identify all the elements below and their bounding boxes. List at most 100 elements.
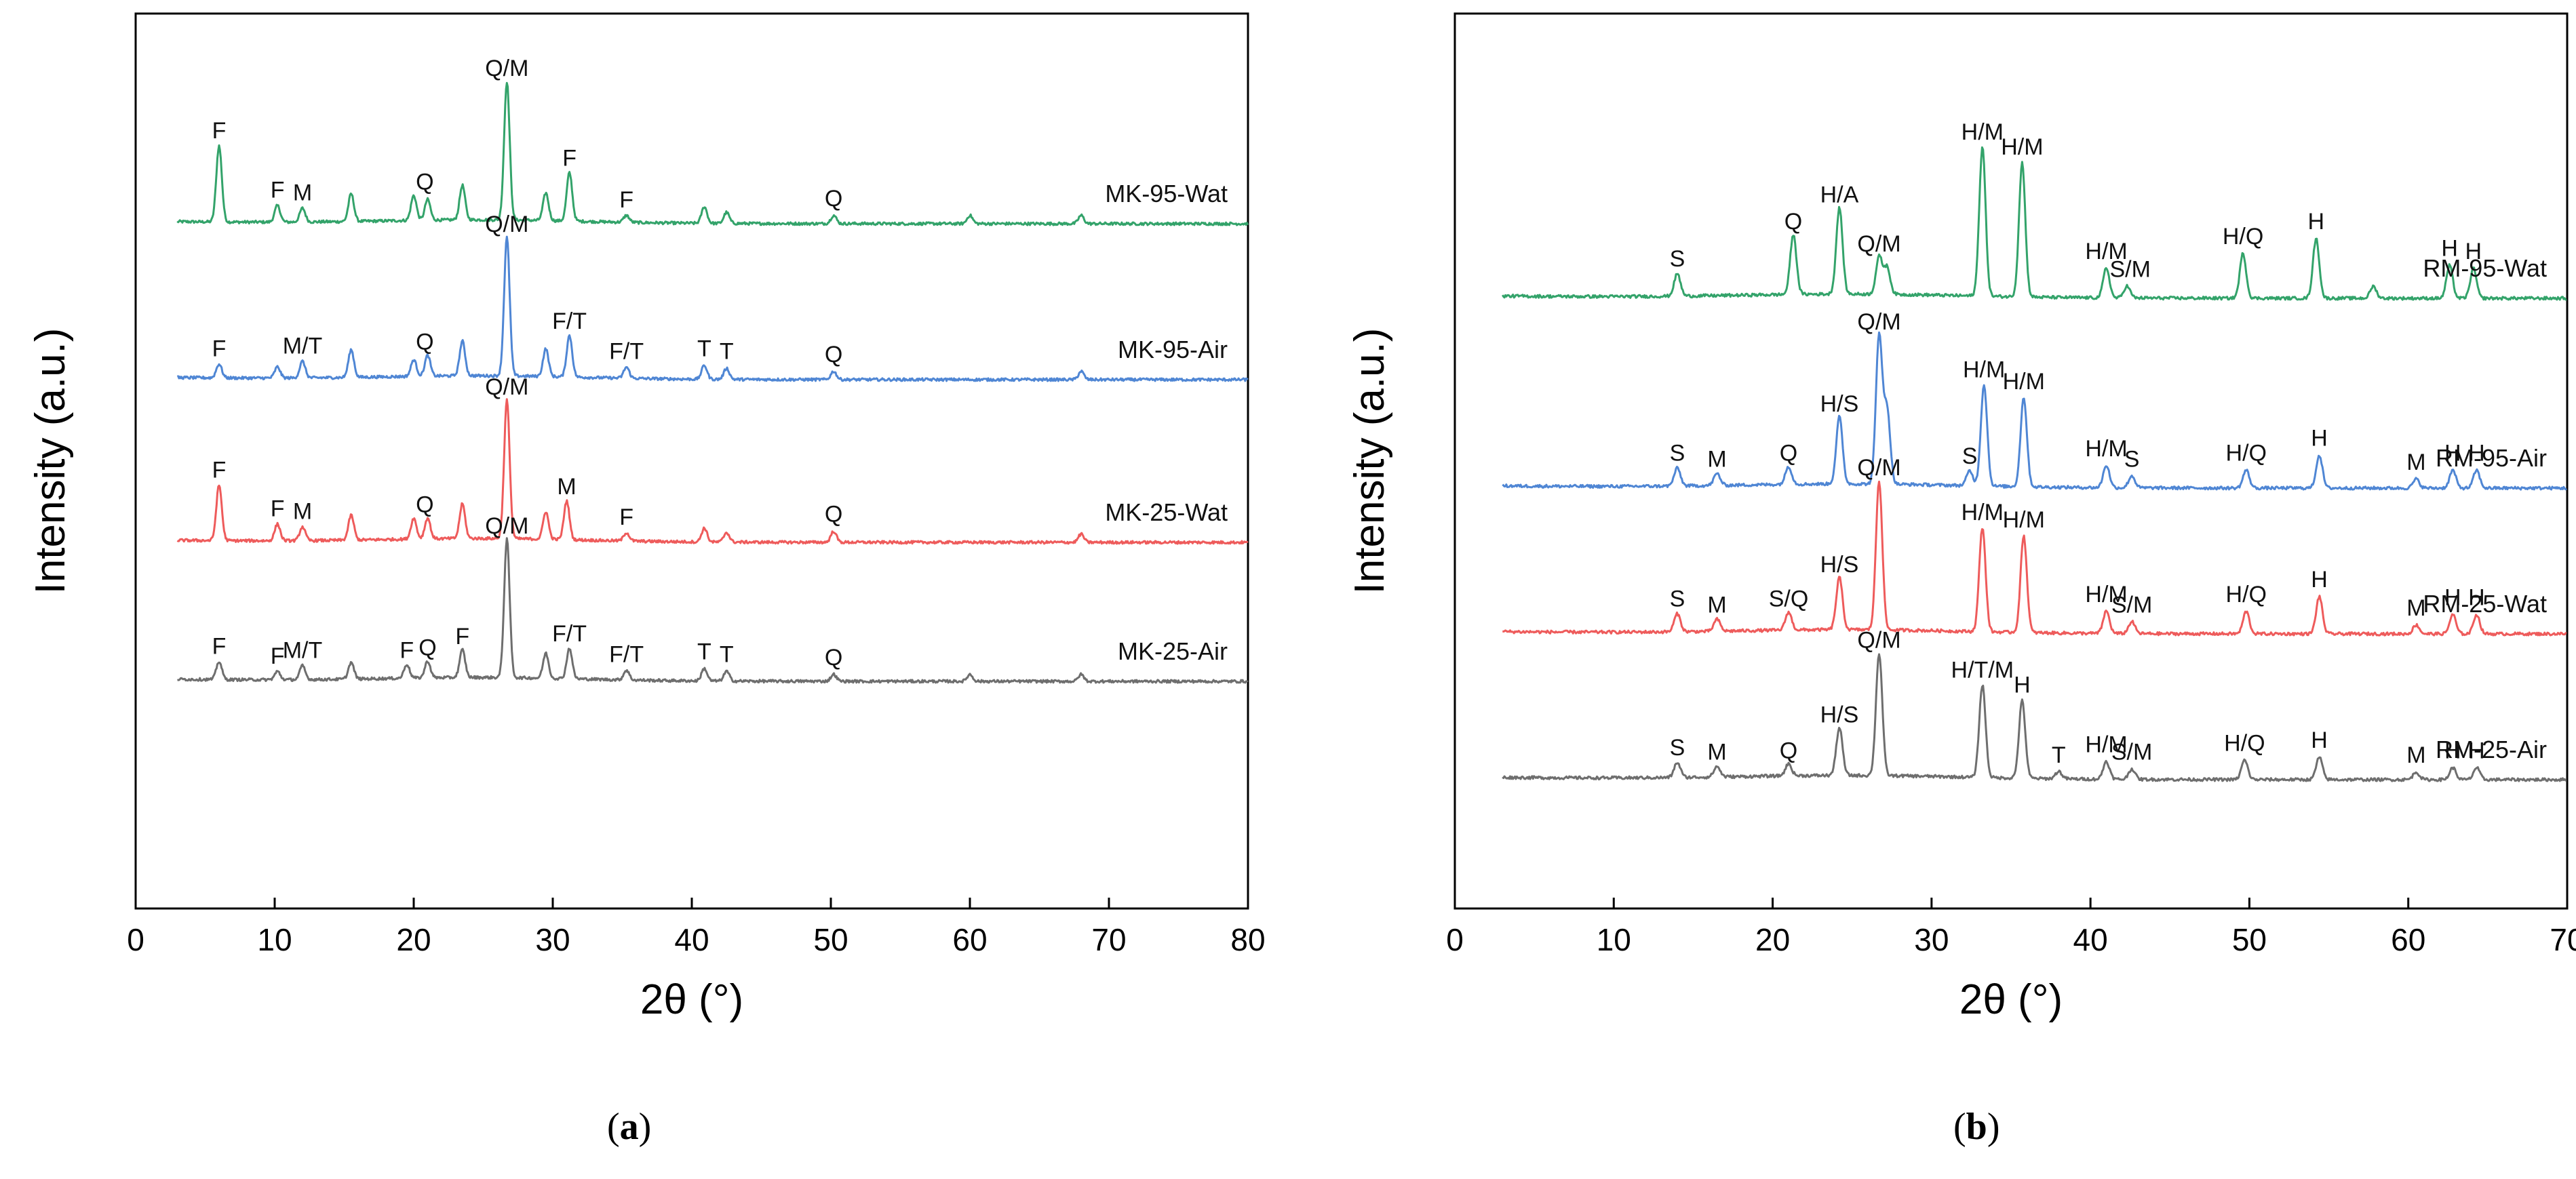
peak-annotation: H: [2308, 209, 2325, 235]
peak-annotation: H: [2468, 738, 2485, 763]
y-axis-title-b: Intensity (a.u.): [1346, 328, 1393, 595]
peak-annotation: F: [271, 496, 285, 522]
peak-annotation: S: [1670, 441, 1685, 466]
peak-annotation: T: [720, 339, 734, 365]
peak-annotation: H/M: [2085, 436, 2127, 462]
x-tick-label: 80: [1230, 922, 1265, 957]
peak-annotation: F: [562, 146, 577, 172]
x-tick-label: 30: [535, 922, 570, 957]
peak-annotation: H: [2311, 727, 2328, 753]
series-label: RM-95-Air: [2436, 444, 2547, 472]
peak-annotation: M: [2406, 449, 2425, 475]
x-tick-label: 30: [1914, 922, 1949, 957]
caption-close-b: ): [1987, 1106, 2000, 1148]
peak-annotation: Q: [1780, 738, 1797, 763]
series-line: [176, 398, 1249, 545]
series-label: MK-95-Air: [1118, 336, 1228, 363]
plot-frame-a: [134, 12, 1249, 910]
series-label: RM-95-Wat: [2423, 254, 2547, 282]
series-label: RM-25-Wat: [2423, 590, 2547, 618]
peak-annotation: T: [697, 639, 711, 665]
peak-annotation: H: [2468, 441, 2485, 466]
peak-annotation: S/M: [2111, 592, 2152, 618]
peak-annotation: Q: [1784, 209, 1802, 235]
peak-annotation: F: [212, 633, 227, 659]
peak-annotation: Q: [416, 169, 433, 195]
series-line: [1502, 480, 2567, 637]
peak-annotation: M: [1707, 446, 1726, 472]
peak-annotation: S: [1962, 443, 1978, 469]
peak-annotation: H/S: [1820, 391, 1859, 417]
peak-annotation: F: [619, 504, 633, 530]
caption-open-a: (: [607, 1106, 620, 1148]
peak-annotation: Q/M: [485, 374, 528, 400]
x-tick-label: 20: [396, 922, 431, 957]
peak-annotation: Q/M: [485, 56, 528, 81]
peak-annotation: H/Q: [2226, 441, 2267, 466]
panel-caption-b: (b): [1953, 1106, 1999, 1148]
x-axis-title-a: 2θ (°): [640, 976, 743, 1023]
peak-annotation: S/M: [2111, 740, 2152, 765]
peak-annotation: Q: [418, 635, 436, 661]
series-label: MK-25-Air: [1118, 637, 1228, 665]
caption-letter-b: b: [1966, 1106, 1987, 1148]
peak-annotation: H/M: [2085, 732, 2127, 758]
peak-annotation: H/M: [2003, 507, 2045, 533]
peak-annotation: H/M: [2001, 134, 2043, 160]
peak-annotation: T: [720, 642, 734, 668]
peak-annotation: M: [1707, 740, 1726, 765]
series-line: [176, 235, 1249, 382]
peak-annotation: M/T: [283, 334, 323, 359]
y-axis-title-a: Intensity (a.u.): [27, 328, 74, 595]
series-label: RM-25-Air: [2436, 736, 2547, 763]
x-tick-label: 50: [813, 922, 848, 957]
series-label: MK-25-Wat: [1105, 498, 1228, 526]
peak-annotation: H/Q: [2223, 224, 2263, 249]
x-ticks-a: 0 10 20 30 40 50 60 70 80: [127, 898, 1266, 957]
x-tick-label: 0: [1446, 922, 1464, 957]
x-tick-label: 70: [1091, 922, 1126, 957]
peak-annotation: M/T: [283, 638, 323, 664]
peak-annotation: F: [399, 638, 414, 664]
peak-annotation: H: [2444, 441, 2461, 466]
peak-annotation: H/M: [2003, 369, 2045, 395]
x-ticks-b: 0 10 20 30 40 50 60 70: [1446, 898, 2576, 957]
peak-annotation: H: [2465, 239, 2482, 264]
peak-annotation: F/T: [552, 308, 587, 334]
peak-annotation: M: [2406, 742, 2425, 768]
plot-frame-b: [1453, 12, 2569, 910]
peak-annotation: H: [2311, 567, 2328, 593]
peak-annotation: H/T/M: [1951, 658, 2014, 683]
peak-annotation: F: [271, 178, 285, 203]
peak-annotation: Q/M: [1857, 628, 1900, 654]
peak-annotation: S: [1670, 246, 1685, 272]
peak-annotation: F/T: [609, 339, 644, 365]
peak-annotation: H: [2468, 584, 2485, 610]
peak-annotation: S: [2124, 446, 2140, 472]
peak-annotation: H: [2311, 426, 2328, 452]
peak-annotation: Q/M: [1857, 455, 1900, 481]
x-tick-label: 40: [674, 922, 709, 957]
x-tick-label: 60: [2391, 922, 2425, 957]
peak-annotation: S/M: [2109, 256, 2150, 282]
peak-annotation: S/Q: [1769, 586, 1809, 612]
peak-annotation: Q: [825, 186, 842, 212]
panel-b: 0 10 20 30 40 50 60 70 RM-95-WatSQH/AQ/MH/MH/MH…: [1346, 12, 2576, 1148]
peak-annotation: F: [212, 118, 227, 144]
peak-annotation: H: [2444, 738, 2461, 763]
peak-annotation: Q: [1780, 441, 1797, 466]
peak-annotation: H/M: [2085, 582, 2127, 607]
x-tick-label: 20: [1755, 922, 1790, 957]
peak-annotation: Q/M: [485, 212, 528, 237]
series-label: MK-95-Wat: [1105, 180, 1228, 207]
x-axis-title-b: 2θ (°): [1959, 976, 2063, 1023]
peak-annotation: Q: [825, 342, 842, 367]
peak-annotation: M: [557, 474, 576, 500]
peak-annotation: M: [293, 180, 312, 206]
peak-annotation: H/Q: [2224, 730, 2265, 756]
peak-annotation: H/M: [2085, 239, 2127, 264]
peak-annotation: M: [1707, 592, 1726, 618]
